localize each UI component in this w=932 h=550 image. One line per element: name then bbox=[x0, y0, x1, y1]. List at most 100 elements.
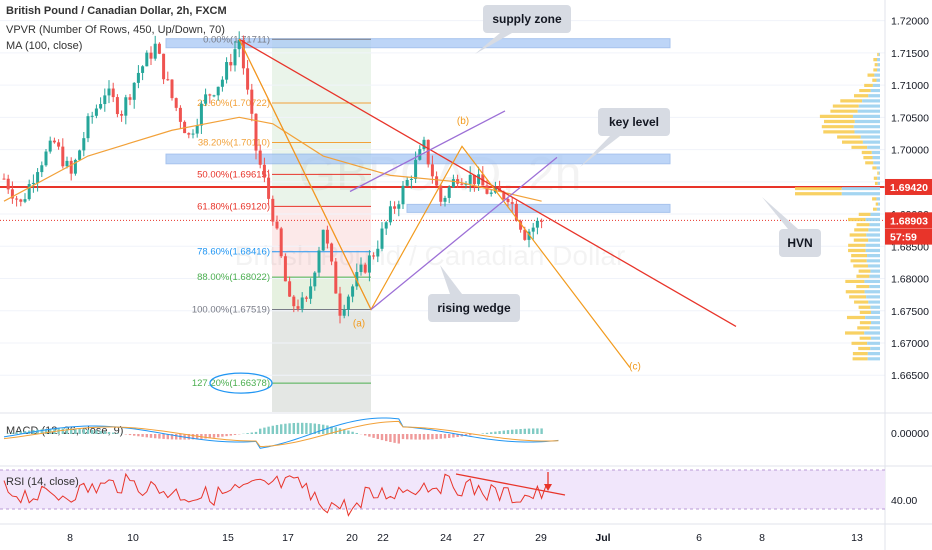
macd-hist-59 bbox=[250, 432, 253, 434]
price-tick-3: 1.70500 bbox=[891, 112, 929, 124]
candle-27 bbox=[115, 97, 119, 115]
price-tick-1: 1.71500 bbox=[891, 48, 929, 60]
candle-35 bbox=[149, 52, 153, 59]
macd-hist-39 bbox=[166, 434, 169, 440]
zone-2 bbox=[406, 203, 671, 213]
candle-51 bbox=[216, 86, 220, 96]
time-tick-4: 20 bbox=[346, 532, 358, 544]
time-tick-2: 15 bbox=[222, 532, 234, 544]
candle-119 bbox=[502, 191, 506, 199]
macd-hist-100 bbox=[422, 434, 426, 440]
candle-41 bbox=[174, 98, 178, 108]
callout-box-1 bbox=[598, 108, 670, 136]
candle-3 bbox=[15, 198, 19, 200]
candle-96 bbox=[405, 179, 409, 186]
candle-13 bbox=[57, 142, 61, 147]
macd-hist-127 bbox=[536, 428, 539, 434]
candle-71 bbox=[300, 297, 304, 309]
macd-hist-44 bbox=[187, 434, 190, 440]
macd-hist-77 bbox=[326, 425, 329, 434]
candle-109 bbox=[460, 183, 464, 185]
macd-hist-63 bbox=[267, 426, 270, 434]
candle-45 bbox=[191, 133, 195, 135]
callout-tail-0 bbox=[475, 33, 512, 54]
candle-77 bbox=[325, 229, 329, 244]
macd-hist-51 bbox=[217, 434, 220, 438]
time-tick-9: Jul bbox=[595, 532, 610, 544]
candle-54 bbox=[229, 62, 233, 66]
macd-hist-101 bbox=[427, 434, 430, 440]
candle-88 bbox=[372, 255, 376, 257]
fib-label-2: 38.20%(1.70110) bbox=[198, 137, 270, 148]
candle-74 bbox=[313, 272, 317, 287]
macd-hist-78 bbox=[330, 426, 333, 434]
candle-126 bbox=[531, 227, 535, 232]
macd-hist-34 bbox=[145, 434, 148, 438]
callout-tail-2 bbox=[440, 265, 462, 294]
macd-hist-37 bbox=[158, 434, 161, 439]
candle-48 bbox=[204, 94, 208, 104]
candle-29 bbox=[124, 97, 128, 116]
candle-61 bbox=[258, 150, 262, 165]
macd-hist-125 bbox=[527, 428, 531, 434]
candle-76 bbox=[321, 229, 325, 251]
candle-37 bbox=[157, 43, 161, 54]
macd-hist-10 bbox=[44, 428, 48, 434]
candle-92 bbox=[388, 206, 392, 223]
candle-0 bbox=[2, 178, 6, 180]
macd-signal-line bbox=[3, 420, 559, 448]
macd-hist-2 bbox=[11, 432, 14, 434]
candle-23 bbox=[99, 104, 103, 109]
macd-hist-52 bbox=[221, 434, 224, 437]
wave-label-1: (b) bbox=[457, 116, 469, 127]
candle-47 bbox=[199, 103, 203, 126]
fib-label-5: 78.60%(1.68416) bbox=[197, 247, 270, 258]
candle-5 bbox=[23, 199, 27, 202]
fib-label-1: 23.60%(1.70722) bbox=[197, 98, 270, 109]
macd-hist-17 bbox=[74, 428, 77, 434]
macd-hist-116 bbox=[490, 432, 493, 434]
macd-hist-94 bbox=[397, 434, 400, 444]
rsi-band bbox=[0, 470, 885, 509]
macd-hist-15 bbox=[65, 428, 69, 434]
candle-94 bbox=[397, 204, 401, 209]
callout-tail-1 bbox=[580, 136, 620, 167]
macd-hist-96 bbox=[406, 434, 409, 440]
candle-57 bbox=[241, 40, 245, 69]
macd-hist-53 bbox=[225, 434, 228, 437]
candle-58 bbox=[246, 68, 250, 90]
macd-hist-3 bbox=[15, 432, 18, 434]
price-tag-bg-2 bbox=[885, 228, 932, 245]
fib-label-3: 50.00%(1.69615) bbox=[197, 169, 270, 180]
candle-25 bbox=[107, 88, 111, 96]
candle-123 bbox=[519, 220, 523, 230]
rsi-label: RSI (14, close) bbox=[6, 476, 79, 488]
fib-label-6: 88.00%(1.68022) bbox=[197, 272, 270, 283]
candle-55 bbox=[233, 49, 237, 66]
chart-title: British Pound / Canadian Dollar, 2h, FXC… bbox=[6, 5, 227, 17]
candle-67 bbox=[283, 256, 287, 282]
macd-hist-20 bbox=[86, 429, 90, 434]
callout-box-3 bbox=[779, 229, 821, 257]
candle-20 bbox=[86, 116, 90, 139]
candle-122 bbox=[514, 203, 518, 221]
candle-104 bbox=[439, 185, 443, 202]
candle-24 bbox=[103, 95, 107, 105]
candle-49 bbox=[208, 94, 212, 96]
macd-hist-115 bbox=[485, 432, 489, 434]
wave-label-2: (c) bbox=[629, 362, 641, 373]
candle-128 bbox=[540, 220, 544, 222]
macd-hist-88 bbox=[372, 434, 375, 438]
macd-hist-21 bbox=[91, 429, 94, 434]
candle-86 bbox=[363, 264, 367, 273]
macd-hist-93 bbox=[393, 434, 396, 443]
macd-hist-104 bbox=[439, 434, 442, 439]
callout-box-0 bbox=[483, 5, 571, 33]
candle-15 bbox=[65, 160, 69, 167]
price-tick-8: 1.68000 bbox=[891, 274, 929, 286]
macd-hist-4 bbox=[19, 431, 22, 434]
fib-label-8: 127.20%(1.66378) bbox=[192, 378, 270, 389]
macd-hist-33 bbox=[141, 434, 144, 437]
time-tick-3: 17 bbox=[282, 532, 294, 544]
